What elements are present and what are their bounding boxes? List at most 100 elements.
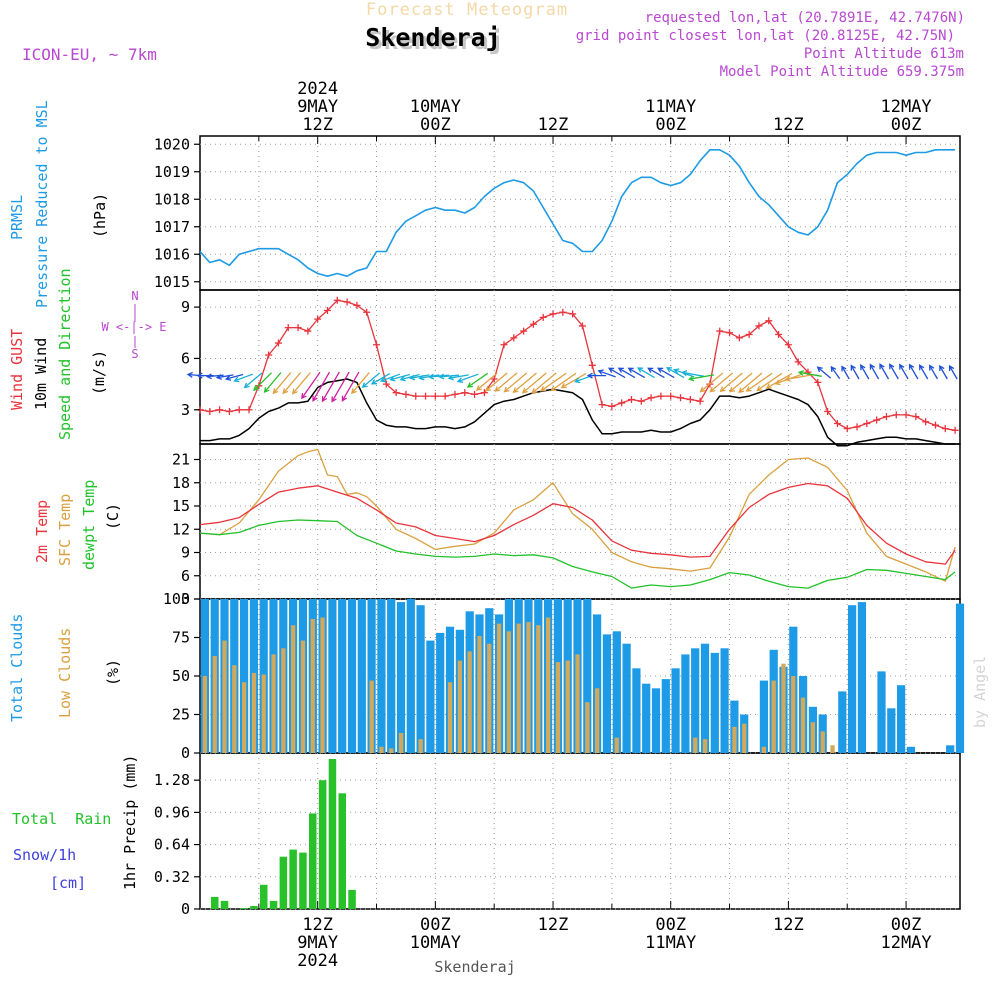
wind-arrow (521, 372, 547, 394)
wind-arrow (370, 373, 391, 385)
y-tick-label: 3 (181, 590, 190, 608)
wind-dir-label: Speed and Direction (56, 268, 74, 440)
wind-arrow (899, 363, 909, 380)
time-label-bottom: 11MAY (645, 933, 696, 953)
wind-arrow (331, 371, 350, 403)
low-cloud-bar (467, 651, 472, 753)
total-cloud-bar (612, 631, 621, 753)
total-cloud-bar (338, 599, 347, 753)
low-cloud-bar (232, 665, 237, 753)
y-tick-label: 0.64 (154, 836, 190, 854)
axis-ticks: 1015 1016 1017 1018 1019 1020 3 6 9 3 6 9 12 15 18 21 0 2… (154, 79, 932, 971)
total-cloud-bar (622, 643, 631, 753)
gust-line (199, 299, 956, 431)
gust-point (598, 401, 606, 409)
total-cloud-bar (240, 599, 249, 753)
precip-bar (260, 884, 268, 909)
location-title-shadow: Skenderaj (368, 26, 503, 55)
precip-bar (328, 759, 337, 909)
y-tick-label: 0.96 (154, 803, 190, 821)
precip-bar (348, 889, 356, 909)
time-label-bottom: 00Z (420, 915, 451, 935)
wind-arrow (408, 374, 430, 381)
gust-point (726, 329, 734, 337)
low-cloud-bar (614, 737, 619, 753)
data-marks (186, 149, 965, 909)
total-cloud-bar (720, 648, 729, 753)
gust-point (529, 320, 537, 328)
precip-bar (250, 906, 258, 909)
low-cloud-bar (585, 702, 590, 753)
wind-arrow (869, 363, 880, 380)
low-cloud-bar (369, 680, 374, 753)
gust-point (716, 327, 724, 335)
total-cloud-bar (848, 605, 857, 753)
gust-point (304, 327, 312, 335)
wind-arrow (607, 367, 626, 379)
y-tick-label: 1017 (154, 218, 190, 236)
low-cloud-bar (212, 656, 217, 753)
clouds-unit-label: (%) (104, 659, 122, 686)
gust-point (588, 361, 596, 369)
time-label-top: 9MAY (297, 97, 338, 117)
wind-arrow (745, 372, 773, 392)
model-label: ICON-EU, ~ 7km (22, 45, 157, 64)
gust-point (422, 392, 430, 400)
pressure-unit-label: (hPa) (91, 193, 109, 238)
precip-bar (338, 793, 346, 909)
wind-arrow (919, 364, 929, 380)
grid-point-coords: grid point closest lon,lat (20.8125E, 42… (576, 28, 955, 44)
gust-point (461, 389, 469, 397)
wind-line (200, 378, 956, 447)
total-cloud-bar (328, 599, 337, 753)
gust-point (353, 301, 361, 309)
time-label-bottom: 12Z (538, 915, 569, 935)
total-cloud-bar (347, 599, 357, 753)
low-cloud-bar (830, 745, 835, 753)
wind-arrow (243, 372, 263, 389)
wind-arrow (512, 372, 537, 394)
gust-point (382, 380, 390, 388)
precip-bar (279, 856, 288, 909)
low-cloud-bar (487, 643, 492, 753)
time-label-top: 00Z (420, 115, 451, 135)
wind-arrow (841, 365, 850, 380)
wind-arrow (253, 372, 272, 392)
total-cloud-bar (897, 685, 906, 753)
total-cloud-bar (602, 634, 611, 753)
gust-point (569, 310, 577, 318)
wind-arrow (233, 373, 254, 383)
gust-point (735, 334, 743, 342)
low-cloud-bar (389, 748, 394, 753)
gust-point (441, 392, 449, 400)
low-cloud-bar (418, 739, 423, 753)
gust-point (363, 308, 371, 316)
total-cloud-bar (642, 683, 651, 753)
time-label-bottom: 12Z (302, 915, 333, 935)
gust-point (343, 298, 351, 306)
y-tick-label: 100 (163, 590, 190, 608)
gust-point (578, 322, 586, 330)
y-tick-label: 6 (181, 567, 190, 585)
gust-point (274, 339, 282, 347)
wind-arrow (351, 372, 370, 395)
wind-arrow (312, 371, 331, 402)
wind-10m-label: 10m Wind (32, 338, 50, 410)
time-label-bottom: 10MAY (410, 933, 461, 953)
low-cloud-bar (732, 726, 737, 753)
precip-unit-label: 1hr Precip (mm) (121, 755, 139, 890)
total-cloud-bar (700, 643, 710, 753)
gust-point (451, 390, 459, 398)
y-tick-label: 1018 (154, 190, 190, 208)
wind-arrow (484, 372, 508, 392)
low-cloud-bar (506, 631, 511, 753)
precip-bar (289, 849, 297, 909)
time-label-bottom: 12MAY (880, 933, 931, 953)
total-cloud-bar (632, 668, 641, 753)
wind-arrow (361, 372, 381, 388)
wind-arrow (830, 365, 841, 380)
wind-arrow (215, 374, 234, 380)
low-cloud-bar (693, 737, 698, 753)
wind-arrow (797, 370, 822, 377)
gust-point (667, 392, 675, 400)
